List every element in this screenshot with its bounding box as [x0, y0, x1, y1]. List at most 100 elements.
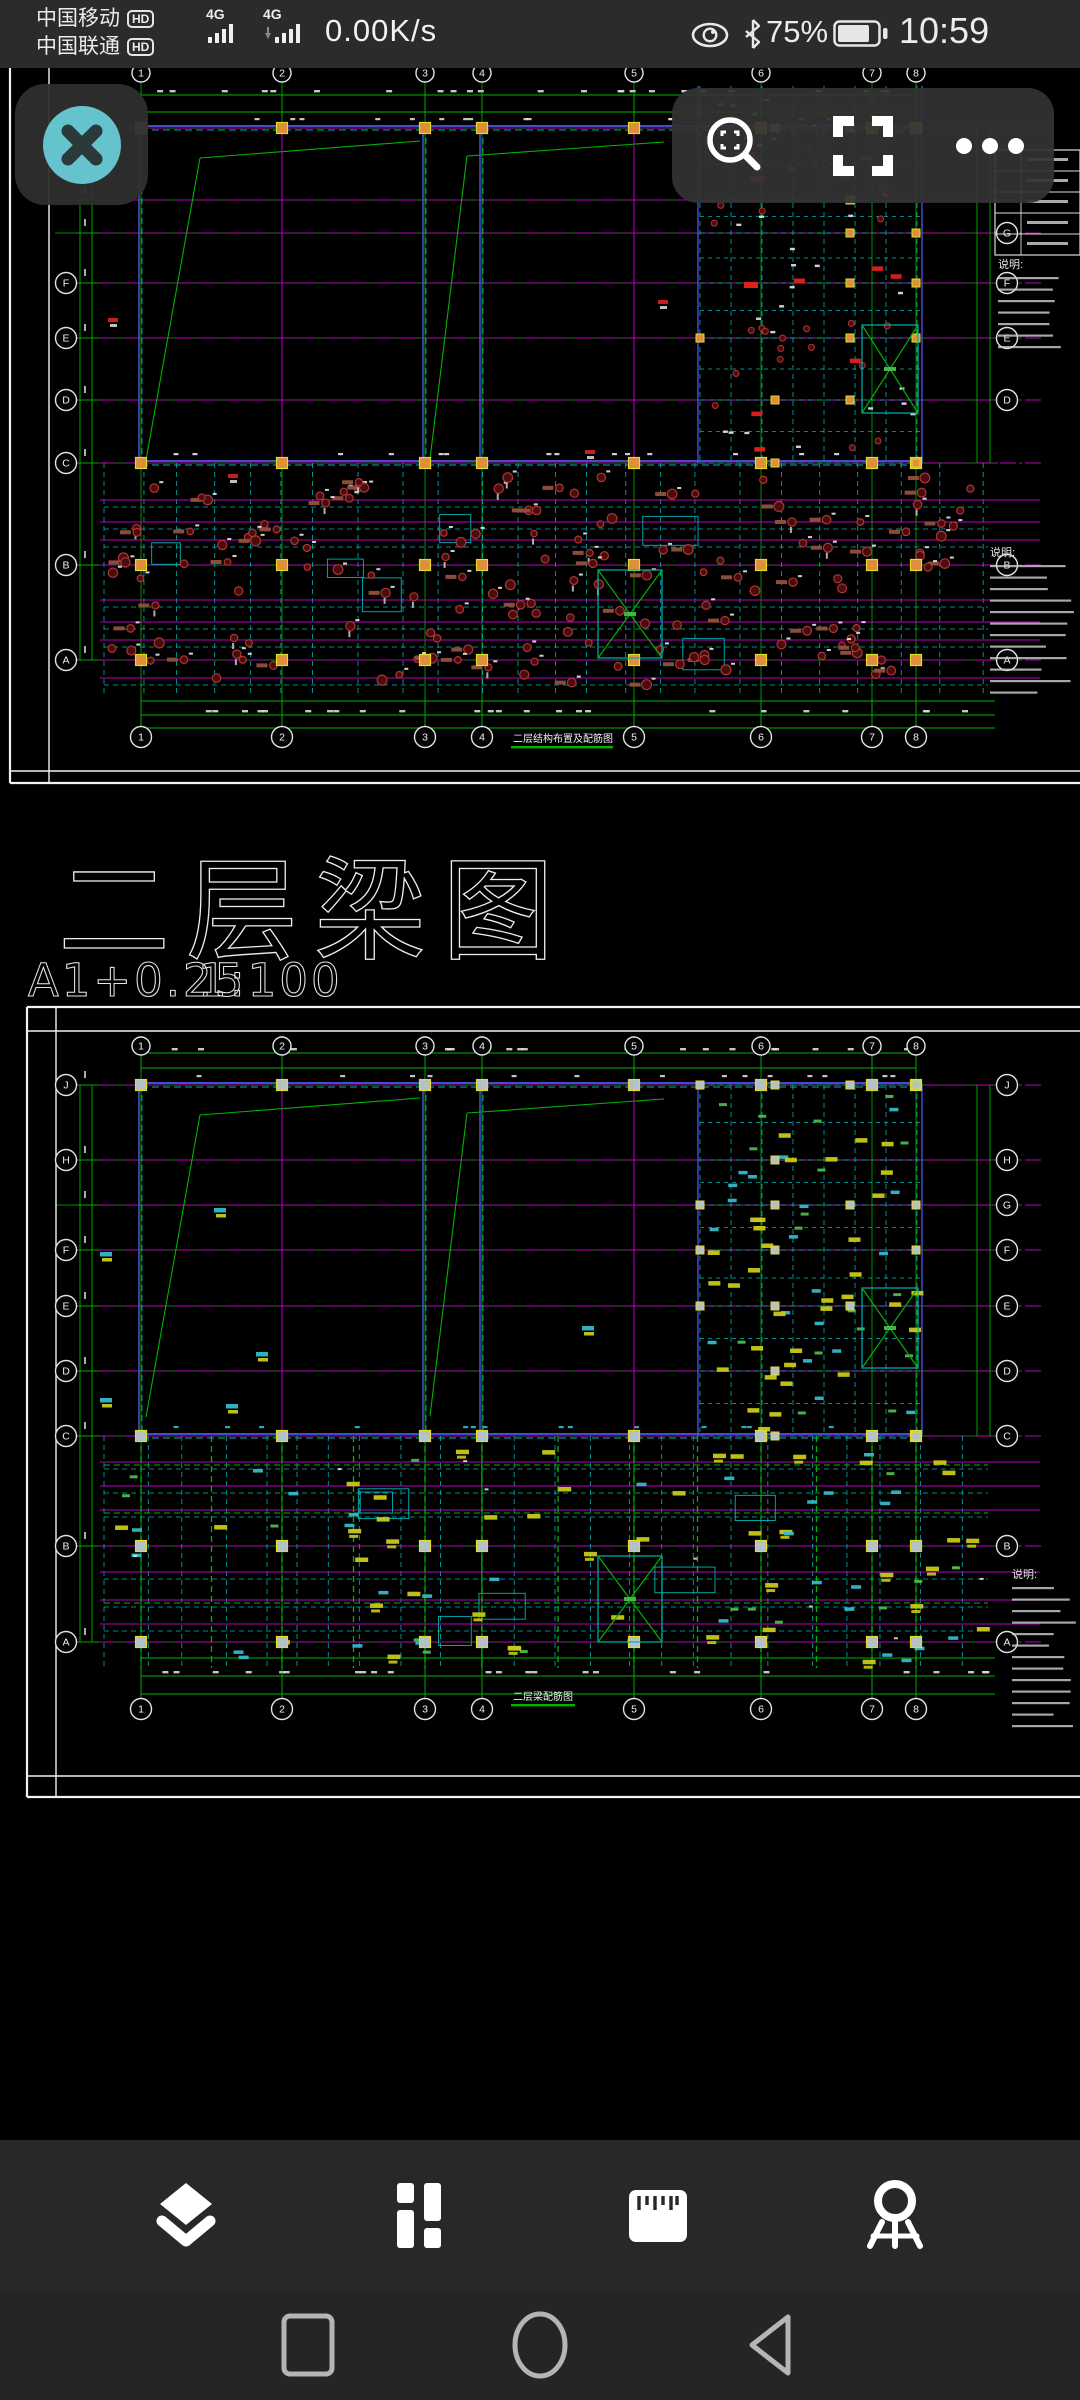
- svg-text:5: 5: [631, 1041, 637, 1053]
- svg-text:E: E: [62, 1301, 69, 1313]
- viewer-toolbar: [672, 88, 1054, 203]
- svg-text:1: 1: [138, 68, 144, 80]
- blocks-button[interactable]: [346, 2155, 496, 2275]
- fullscreen-button[interactable]: [818, 101, 908, 191]
- network-type-label: 4G: [206, 6, 225, 22]
- svg-text:H: H: [1003, 1155, 1011, 1167]
- network-type-label: 4G: [263, 6, 282, 22]
- svg-text:4: 4: [479, 1041, 485, 1053]
- svg-text:B: B: [62, 1541, 69, 1553]
- svg-text:1: 1: [138, 1041, 144, 1053]
- svg-text:D: D: [62, 1366, 70, 1378]
- carrier-name: 中国联通: [36, 35, 120, 58]
- svg-text:7: 7: [869, 68, 875, 80]
- layers-icon: [156, 2183, 216, 2247]
- sheet-size-label: A1+0.25: [28, 954, 246, 1007]
- hd-badge-icon: HD: [127, 10, 155, 28]
- svg-text:3: 3: [422, 68, 428, 80]
- back-button[interactable]: [700, 2290, 840, 2400]
- svg-text:7: 7: [869, 732, 875, 744]
- more-icon: [956, 137, 1025, 154]
- svg-text:4: 4: [479, 68, 485, 80]
- recents-button[interactable]: [238, 2290, 378, 2400]
- battery-percent: 75%: [766, 14, 829, 49]
- svg-text:8: 8: [913, 1704, 919, 1716]
- svg-text:6: 6: [758, 1041, 764, 1053]
- signal-strength-icon: 4G: [263, 7, 307, 45]
- clock: 10:59: [899, 10, 990, 51]
- svg-text:G: G: [1003, 1200, 1011, 1212]
- svg-text:B: B: [62, 560, 69, 572]
- android-nav-bar: [0, 2290, 1080, 2400]
- svg-text:F: F: [1004, 1245, 1010, 1257]
- svg-text:2: 2: [279, 1704, 285, 1716]
- svg-text:C: C: [1003, 1431, 1011, 1443]
- svg-text:E: E: [1003, 1301, 1010, 1313]
- walkthrough-button[interactable]: [820, 2155, 970, 2275]
- svg-text:8: 8: [913, 732, 919, 744]
- svg-text:6: 6: [758, 732, 764, 744]
- svg-text:6: 6: [758, 68, 764, 80]
- svg-text:1: 1: [138, 1704, 144, 1716]
- svg-text:3: 3: [422, 1041, 428, 1053]
- status-bar: 中国移动 HD 中国联通 HD 4G 4G: [0, 0, 1080, 68]
- svg-text:J: J: [1004, 1080, 1009, 1092]
- svg-text:2: 2: [279, 732, 285, 744]
- svg-text:A: A: [1003, 1637, 1010, 1649]
- svg-text:F: F: [1004, 278, 1010, 290]
- home-button[interactable]: [470, 2290, 610, 2400]
- svg-text:E: E: [62, 333, 69, 345]
- svg-text:二层结构布置及配筋图: 二层结构布置及配筋图: [513, 732, 613, 745]
- battery-icon: [833, 20, 888, 47]
- svg-text:二层梁配筋图: 二层梁配筋图: [513, 1690, 573, 1703]
- svg-text:3: 3: [422, 1704, 428, 1716]
- svg-text:说明:: 说明:: [998, 257, 1023, 271]
- svg-text:4: 4: [479, 732, 485, 744]
- walkthrough-icon: [867, 2180, 923, 2249]
- signal-bars-icon: [208, 24, 233, 43]
- svg-text:F: F: [63, 278, 69, 290]
- cad-sheet-top: 1122334455667788FEDCBAGFEDBA说明:说明:二层结构布置…: [8, 63, 1080, 785]
- more-button[interactable]: [945, 101, 1035, 191]
- area-zoom-button[interactable]: [691, 101, 781, 191]
- svg-text:2: 2: [279, 1041, 285, 1053]
- network-speed: 0.00K/s: [325, 13, 438, 48]
- svg-text:D: D: [1003, 1366, 1011, 1378]
- svg-text:3: 3: [422, 732, 428, 744]
- cad-sheet-bottom: 1 1 2 2 3 3 4 4 5 5 6 6 7 7 8 8 J H F E D C B A J H G F E D C B A 说明: 二层梁配…: [25, 1005, 1080, 1799]
- svg-text:8: 8: [913, 68, 919, 80]
- svg-text:5: 5: [631, 732, 637, 744]
- fullscreen-icon: [832, 115, 893, 176]
- svg-text:A: A: [1003, 655, 1010, 667]
- measure-button[interactable]: [583, 2155, 733, 2275]
- svg-text:5: 5: [631, 68, 637, 80]
- svg-text:E: E: [1003, 333, 1010, 345]
- svg-text:说明:: 说明:: [1012, 1567, 1037, 1581]
- recents-icon: [281, 2313, 335, 2377]
- svg-text:J: J: [63, 1080, 68, 1092]
- back-icon: [749, 2314, 791, 2376]
- svg-text:D: D: [62, 395, 70, 407]
- svg-text:H: H: [62, 1155, 70, 1167]
- blocks-icon: [397, 2183, 441, 2248]
- layers-button[interactable]: [111, 2155, 261, 2275]
- hd-badge-icon: HD: [127, 38, 155, 56]
- big-sheet-title: 二层梁图: [58, 847, 570, 977]
- eye-icon: [691, 22, 729, 48]
- home-icon: [512, 2311, 568, 2379]
- svg-text:A: A: [62, 655, 69, 667]
- svg-text:7: 7: [869, 1041, 875, 1053]
- close-button[interactable]: [15, 84, 148, 205]
- close-icon: [42, 105, 121, 184]
- svg-text:7: 7: [869, 1704, 875, 1716]
- svg-text:4: 4: [479, 1704, 485, 1716]
- bottom-toolbar: [0, 2140, 1080, 2290]
- svg-text:A: A: [62, 1637, 69, 1649]
- svg-text:2: 2: [279, 68, 285, 80]
- svg-text:C: C: [62, 1431, 70, 1443]
- signal-strength-icon: 4G: [206, 7, 240, 45]
- svg-text:6: 6: [758, 1704, 764, 1716]
